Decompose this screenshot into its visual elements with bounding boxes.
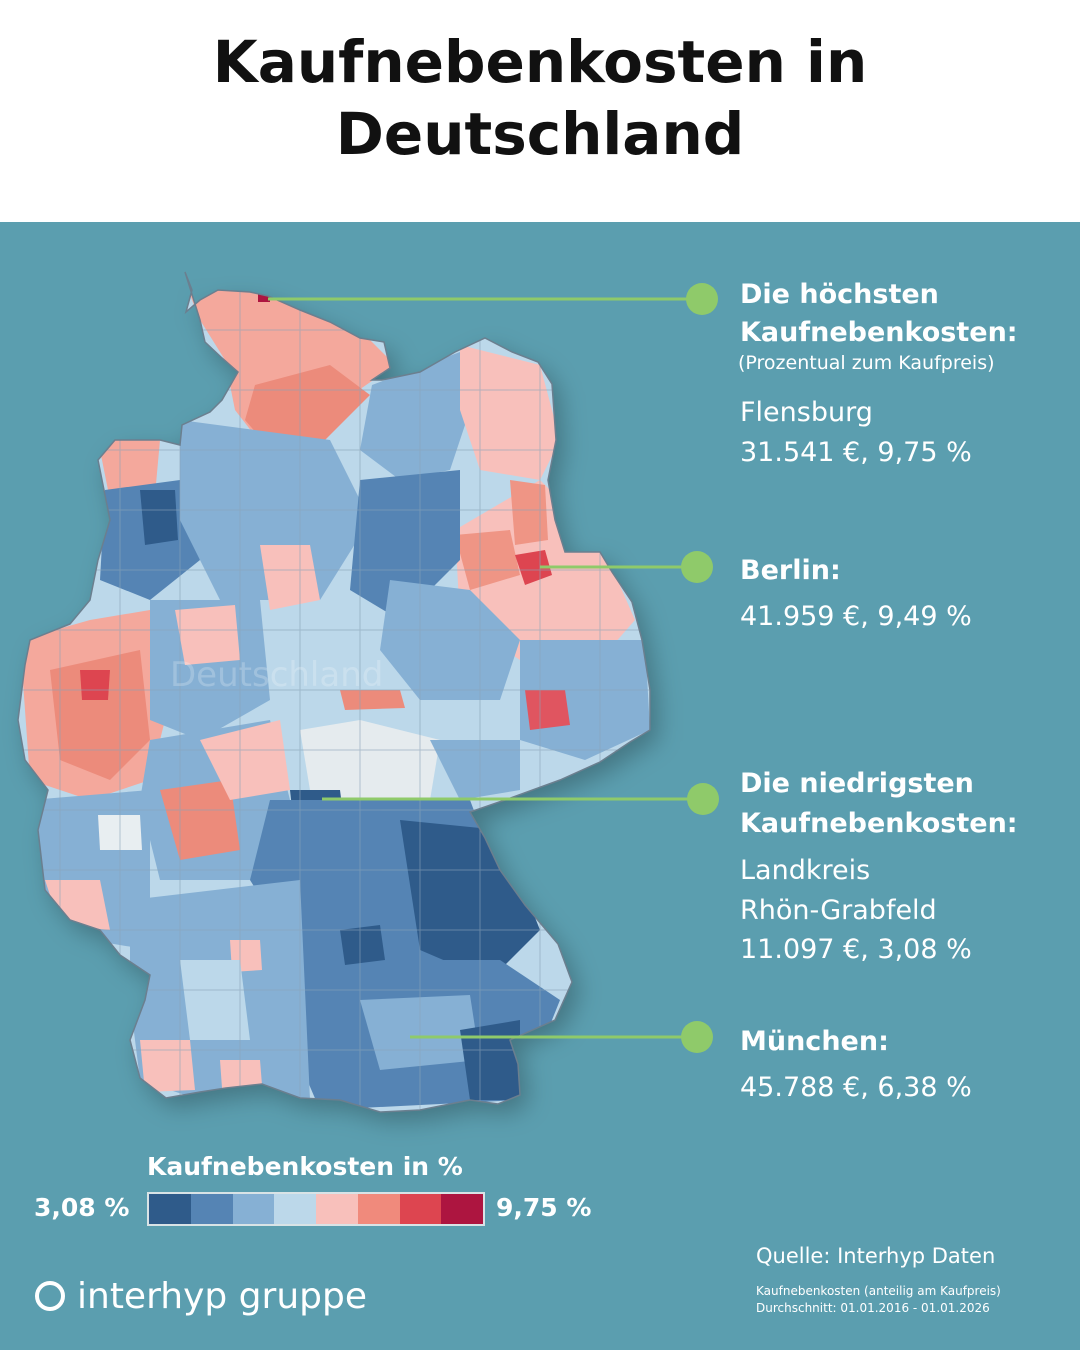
marker-rhoen	[687, 783, 719, 815]
legend-swatch-1	[149, 1194, 191, 1224]
logo-text: interhyp gruppe	[77, 1275, 367, 1317]
region-halle-red	[340, 690, 405, 710]
legend-swatch-2	[190, 1194, 233, 1224]
map-watermark: Deutschland	[170, 655, 384, 695]
logo-ring-icon	[35, 1281, 65, 1311]
highest-value: 31.541 €, 9,75 %	[740, 437, 972, 468]
region-brandenburg-north	[510, 480, 548, 545]
region-westfalen	[175, 605, 240, 665]
page-title-line1: Kaufnebenkosten in	[212, 28, 868, 96]
region-saxony	[520, 640, 650, 760]
lowest-value: 11.097 €, 3,08 %	[740, 934, 972, 965]
region-dresden	[525, 690, 570, 730]
lowest-heading-line2: Kaufnebenkosten:	[740, 808, 1018, 839]
legend-min-label: 3,08 %	[34, 1193, 130, 1222]
note-line2: Durchschnitt: 01.01.2016 - 01.01.2026	[756, 1301, 990, 1315]
legend-max-label: 9,75 %	[496, 1193, 592, 1222]
region-mecklenburg-pink	[460, 345, 560, 480]
district-borders	[18, 272, 650, 1112]
region-oberbayern-east	[460, 1020, 520, 1100]
region-hessen-north	[200, 720, 290, 800]
region-holstein-red	[245, 365, 370, 455]
region-thuringia-east	[430, 740, 520, 800]
region-brandenburg-west	[455, 530, 520, 590]
source-text: Quelle: Interhyp Daten	[756, 1244, 996, 1268]
legend-color-scale	[147, 1192, 485, 1226]
highest-place: Flensburg	[740, 397, 873, 428]
header-bar: Kaufnebenkosten in Deutschland	[0, 0, 1080, 222]
region-lower-saxony-east	[350, 470, 460, 620]
region-duesseldorf	[80, 670, 110, 700]
muenchen-heading: München:	[740, 1026, 889, 1057]
region-schleswig-holstein	[180, 272, 395, 455]
page-title: Kaufnebenkosten in Deutschland	[0, 26, 1080, 170]
region-bw-blue	[180, 960, 250, 1040]
highest-subtitle: (Prozentual zum Kaufpreis)	[738, 352, 995, 374]
region-bw-pink-1	[140, 1040, 195, 1092]
legend-swatch-3	[232, 1194, 275, 1224]
berlin-value: 41.959 €, 9,49 %	[740, 601, 972, 632]
lowest-place-line1: Landkreis	[740, 855, 871, 886]
highest-heading-line2: Kaufnebenkosten:	[740, 317, 1018, 348]
marker-flensburg	[686, 283, 718, 315]
region-dark-1	[340, 925, 385, 965]
highest-heading-line1: Die höchsten	[740, 279, 939, 310]
marker-muenchen	[681, 1021, 713, 1053]
region-dark-2	[140, 490, 178, 545]
region-mecklenburg-blue	[360, 352, 470, 480]
muenchen-value: 45.788 €, 6,38 %	[740, 1072, 972, 1103]
region-bw-pink-2	[220, 1060, 262, 1088]
legend-swatch-6	[357, 1194, 400, 1224]
marker-berlin	[681, 551, 713, 583]
interhyp-logo: interhyp gruppe	[35, 1272, 367, 1320]
lowest-heading-line1: Die niedrigsten	[740, 768, 974, 799]
legend-swatch-8	[441, 1194, 483, 1224]
region-saxony-anhalt	[380, 580, 520, 700]
legend-title: Kaufnebenkosten in %	[147, 1152, 463, 1181]
legend-swatch-5	[316, 1194, 358, 1224]
connectors	[268, 283, 719, 1053]
note-line1: Kaufnebenkosten (anteilig am Kaufpreis)	[756, 1284, 1001, 1298]
berlin-heading: Berlin:	[740, 555, 841, 586]
lowest-place-line2: Rhön-Grabfeld	[740, 895, 937, 926]
germany-outline	[17, 271, 651, 1113]
region-thuringia-white	[300, 720, 440, 805]
region-berlin	[515, 550, 552, 585]
page-title-line2: Deutschland	[335, 100, 745, 168]
legend-swatch-7	[399, 1194, 442, 1224]
region-hannover	[260, 545, 320, 610]
legend-swatch-4	[274, 1194, 316, 1224]
region-ruhr	[50, 650, 150, 780]
